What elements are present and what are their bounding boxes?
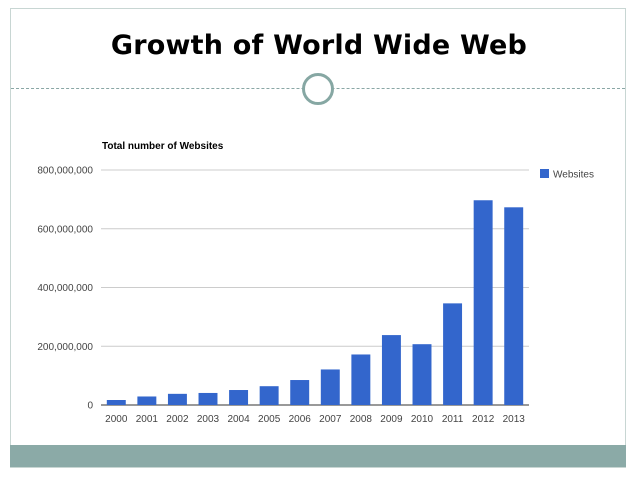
slide-title: Growth of World Wide Web	[110, 30, 528, 61]
legend-label: Websites	[553, 170, 594, 181]
bar	[167, 393, 187, 405]
x-tick-label: 2001	[136, 414, 159, 425]
y-tick-label: 800,000,000	[37, 166, 93, 177]
bar	[137, 396, 157, 405]
x-tick-label: 2009	[380, 414, 403, 425]
x-tick-label: 2007	[319, 414, 342, 425]
x-tick-label: 2011	[442, 414, 464, 425]
bar	[198, 392, 218, 405]
x-tick-label: 2008	[350, 414, 373, 425]
y-tick-label: 400,000,000	[37, 283, 93, 294]
chart-title: Total number of Websites	[102, 141, 224, 152]
y-axis-ticks: 0 200,000,000 400,000,000 600,000,000 800,00…	[37, 166, 93, 412]
bar	[504, 207, 524, 405]
x-axis-ticks: 2000 2001 2002 2003 2004 2005 2006 2007 2008 2009…	[105, 414, 525, 425]
x-tick-label: 2013	[503, 414, 526, 425]
footer-bar	[10, 445, 626, 467]
x-tick-label: 2005	[258, 414, 281, 425]
bar	[229, 390, 249, 405]
divider-circle-ornament	[302, 73, 334, 105]
bar	[351, 354, 371, 405]
bar	[473, 200, 493, 405]
bar	[443, 303, 463, 405]
bar	[259, 386, 279, 405]
x-tick-label: 2010	[411, 414, 434, 425]
legend: Websites	[540, 169, 594, 181]
y-tick-label: 200,000,000	[37, 342, 93, 353]
bar	[381, 335, 401, 405]
x-tick-label: 2000	[105, 414, 128, 425]
bar	[106, 400, 126, 405]
legend-swatch	[540, 169, 549, 178]
x-tick-label: 2004	[227, 414, 250, 425]
y-tick-label: 0	[87, 401, 93, 412]
bar	[290, 380, 310, 405]
x-tick-label: 2006	[289, 414, 312, 425]
bars	[106, 200, 524, 405]
gridlines	[101, 169, 529, 406]
y-tick-label: 600,000,000	[37, 224, 93, 235]
x-tick-label: 2003	[197, 414, 220, 425]
x-tick-label: 2002	[166, 414, 189, 425]
x-tick-label: 2012	[472, 414, 495, 425]
bar	[412, 344, 432, 405]
bar	[320, 369, 340, 405]
